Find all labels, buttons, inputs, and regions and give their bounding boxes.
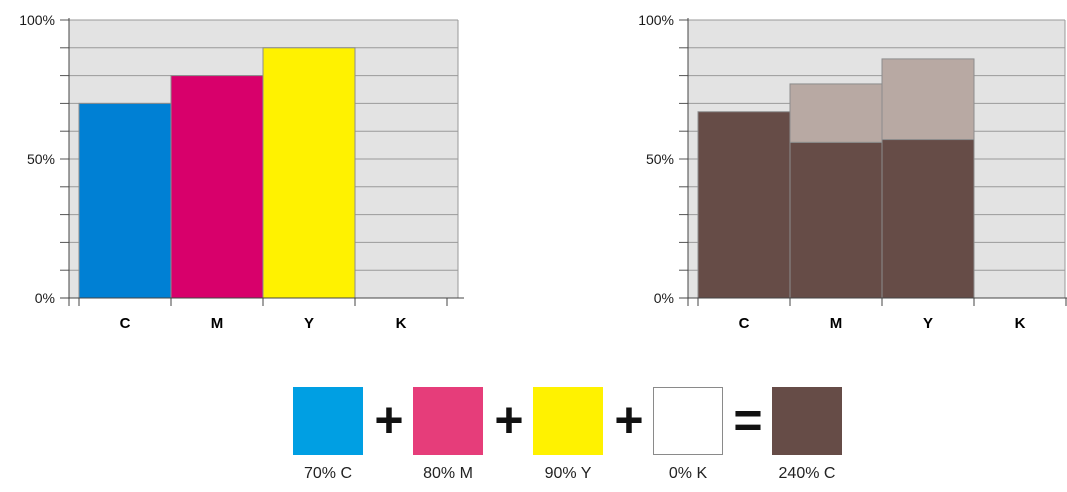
swatch-70-c — [293, 387, 363, 455]
swatch-0-k — [653, 387, 723, 455]
y-tick-label: 50% — [646, 151, 674, 167]
swatch-caption: 240% C — [778, 465, 836, 482]
swatch-240-c — [772, 387, 842, 455]
equals-sign: = — [733, 392, 763, 448]
x-category-label: C — [120, 315, 131, 332]
y-tick-label: 0% — [654, 290, 674, 306]
swatch-90-y — [533, 387, 603, 455]
x-category-label: Y — [923, 315, 933, 332]
swatch-caption: 80% M — [423, 465, 473, 482]
y-tick-label: 100% — [638, 12, 674, 28]
color-equation: 70% C 80% M 90% Y 0% K 240% C + + + = — [0, 385, 1067, 492]
x-category-label: K — [1015, 315, 1026, 332]
x-category-label: M — [830, 315, 843, 332]
swatch-80-m — [413, 387, 483, 455]
plus-sign: + — [614, 392, 644, 448]
y-tick-label: 50% — [27, 151, 55, 167]
bar-m-series-0 — [789, 141, 883, 299]
chart-cmy-separate: 0% 50% 100% C M Y K — [19, 12, 464, 332]
bar-y-series-0 — [262, 47, 356, 299]
bar-c-series-0 — [697, 111, 791, 299]
x-category-label: Y — [304, 315, 314, 332]
x-category-label: M — [211, 315, 224, 332]
plus-sign: + — [374, 392, 404, 448]
y-tick-label: 0% — [35, 290, 55, 306]
bar-c-series-0 — [78, 102, 172, 299]
chart-resulting-ink: 0% 50% 100% C M Y K — [638, 12, 1067, 332]
bar-m-series-0 — [170, 75, 264, 299]
y-tick-label: 100% — [19, 12, 55, 28]
bar-y-series-1 — [881, 58, 975, 141]
x-category-label: K — [396, 315, 407, 332]
swatch-caption: 90% Y — [544, 465, 592, 482]
bar-m-series-1 — [789, 83, 883, 143]
x-category-label: C — [739, 315, 750, 332]
bar-y-series-0 — [881, 139, 975, 299]
swatch-caption: 70% C — [303, 465, 353, 482]
plus-sign: + — [494, 392, 524, 448]
swatch-caption: 0% K — [668, 465, 708, 482]
